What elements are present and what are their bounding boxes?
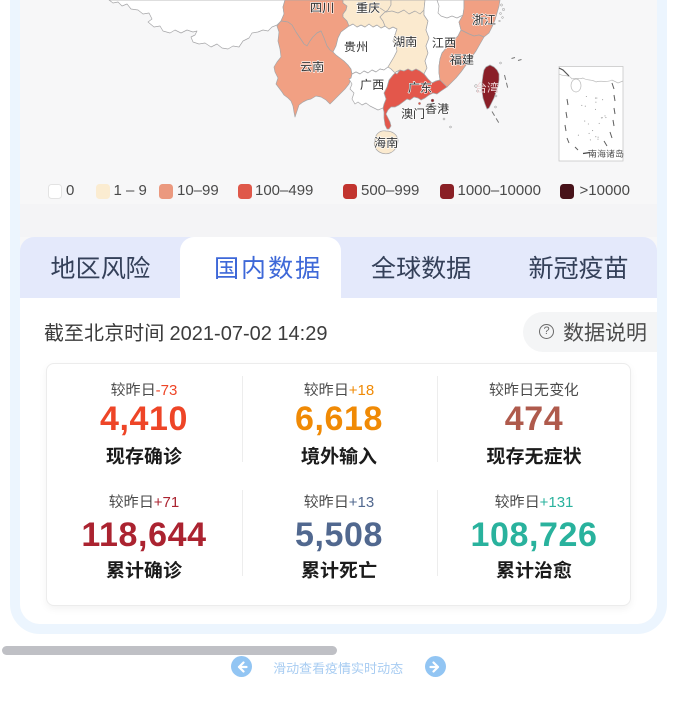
svg-text:云南: 云南 xyxy=(300,58,324,75)
svg-text:四川: 四川 xyxy=(310,0,334,16)
svg-text:南海诸岛: 南海诸岛 xyxy=(588,147,624,160)
svg-text:广西: 广西 xyxy=(360,76,384,93)
svg-text:重庆: 重庆 xyxy=(356,0,380,16)
svg-text:广东: 广东 xyxy=(408,79,432,96)
svg-text:福建: 福建 xyxy=(450,51,474,68)
svg-text:台湾: 台湾 xyxy=(475,79,499,96)
svg-text:浙江: 浙江 xyxy=(472,11,496,28)
svg-text:湖南: 湖南 xyxy=(393,33,417,50)
svg-text:澳门: 澳门 xyxy=(401,105,425,122)
svg-text:贵州: 贵州 xyxy=(344,38,368,55)
svg-text:香港: 香港 xyxy=(425,100,449,117)
svg-text:江西: 江西 xyxy=(432,34,456,51)
svg-text:海南: 海南 xyxy=(374,134,398,151)
